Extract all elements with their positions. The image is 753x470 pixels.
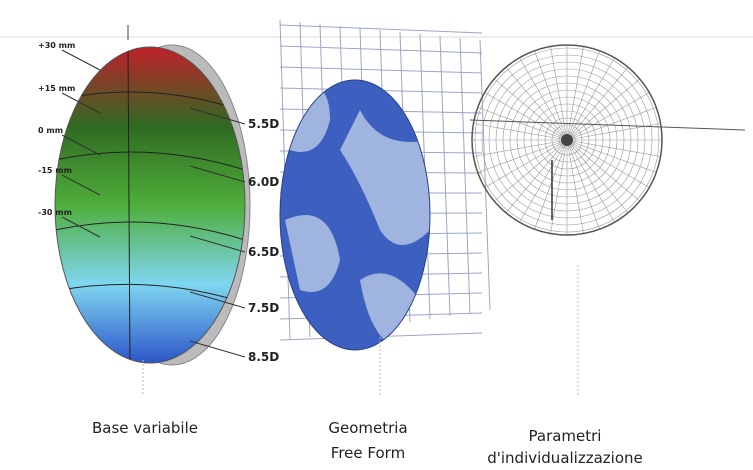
polar-ray [566, 139, 600, 230]
polar-ray [566, 139, 640, 202]
height-label: +30 mm [38, 41, 75, 50]
lens-freeform [279, 19, 491, 395]
polar-ray [505, 67, 568, 141]
caption: Base variabile [92, 419, 198, 437]
grid-line [279, 66, 483, 74]
polar-ray [519, 57, 568, 141]
grid-line [279, 24, 483, 34]
caption: Geometria [328, 419, 407, 437]
grid-line [279, 45, 483, 54]
leader [61, 174, 101, 196]
polar-ray [566, 107, 657, 141]
polar-ray [566, 139, 629, 213]
leader [61, 92, 101, 114]
leader [61, 134, 101, 156]
polar-ray [566, 50, 600, 141]
polar-ray [566, 78, 640, 141]
leader [61, 49, 101, 71]
caption: Parametri [529, 427, 602, 445]
grid-line [479, 39, 491, 311]
polar-ray [484, 92, 568, 141]
leader [189, 291, 246, 309]
polar-ray [566, 139, 657, 173]
polar-ray [566, 46, 584, 141]
height-label: 0 mm [38, 126, 63, 135]
lens-params [469, 44, 746, 395]
polar-ray [484, 139, 568, 188]
grid-line [459, 37, 471, 314]
power-label: 6.5D [248, 245, 279, 259]
height-label: +15 mm [38, 84, 75, 93]
polar-ray [566, 139, 584, 234]
grid-line [439, 35, 451, 317]
power-label: 7.5D [248, 301, 279, 315]
polar-ray [566, 139, 615, 223]
height-label: -15 mm [38, 166, 72, 175]
polar-ray [477, 139, 568, 173]
polar-ray [566, 139, 661, 157]
power-label: 6.0D [248, 175, 279, 189]
leader [189, 235, 246, 253]
polar-ray [566, 67, 629, 141]
leader [189, 107, 246, 125]
power-label: 5.5D [248, 117, 279, 131]
polar-ray [566, 57, 615, 141]
leader [61, 216, 101, 238]
leader [189, 340, 246, 358]
polar-ray [534, 139, 568, 230]
polar-ray [473, 123, 568, 141]
caption: d'individualizzazione [487, 449, 643, 467]
polar-ray [494, 139, 568, 202]
polar-ray [494, 78, 568, 141]
polar-ray [550, 139, 568, 234]
caption: Free Form [331, 444, 405, 462]
polar-ray [477, 107, 568, 141]
power-label: 8.5D [248, 350, 279, 364]
leader [189, 165, 246, 183]
lens-base [54, 25, 251, 395]
polar-ray [519, 139, 568, 223]
polar-ray [505, 139, 568, 213]
polar-ray [566, 139, 650, 188]
height-label: -30 mm [38, 208, 72, 217]
polar-ray [534, 50, 568, 141]
polar-ray [473, 139, 568, 157]
polar-ray [566, 92, 650, 141]
polar-ray [550, 46, 568, 141]
